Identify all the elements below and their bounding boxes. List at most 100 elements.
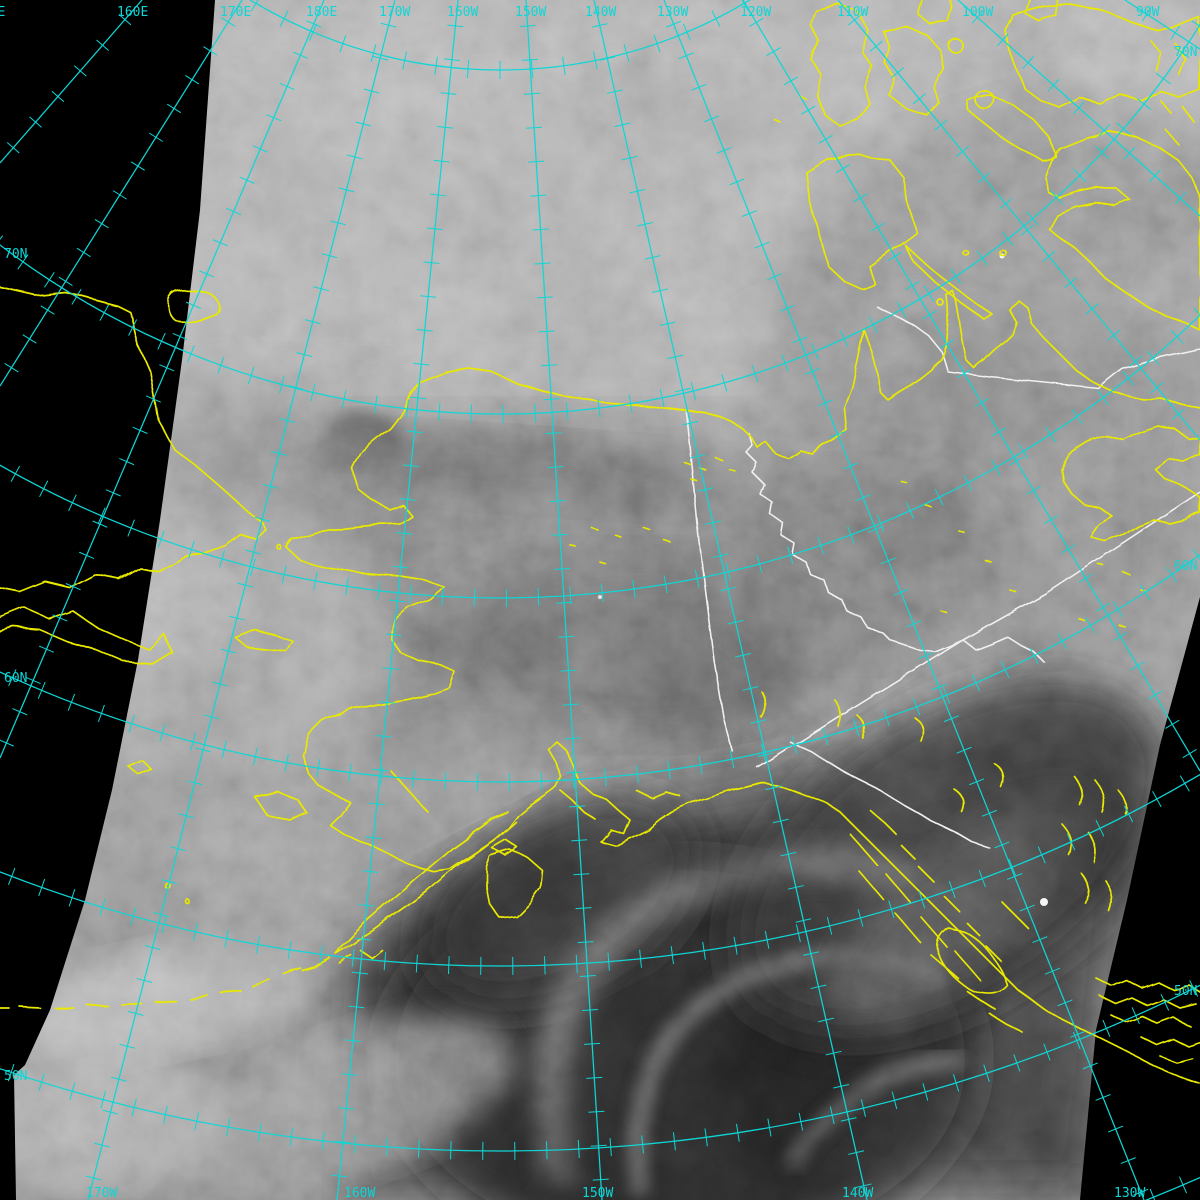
graticule-line bbox=[575, 907, 592, 910]
lon-label-top: 150E bbox=[0, 5, 5, 20]
graticule-line bbox=[220, 648, 237, 654]
graticule-line bbox=[73, 65, 87, 77]
graticule-line bbox=[358, 904, 375, 907]
graticule-line bbox=[296, 352, 313, 358]
graticule-line bbox=[974, 398, 989, 408]
graticule-line bbox=[192, 922, 198, 941]
graticule-line bbox=[783, 76, 799, 86]
graticule-line bbox=[666, 20, 682, 28]
graticule-line bbox=[254, 516, 271, 522]
graticule-line bbox=[534, 262, 551, 265]
graticule-line bbox=[614, 122, 631, 128]
graticule-line bbox=[172, 332, 188, 341]
graticule-line bbox=[848, 14, 862, 26]
graticule-line bbox=[674, 387, 691, 393]
graticule-line bbox=[145, 395, 161, 403]
graticule-line bbox=[132, 426, 148, 434]
island-banks-sliver bbox=[904, 244, 994, 321]
graticule-line bbox=[434, 56, 438, 75]
graticule-line bbox=[341, 390, 347, 409]
graticule-line bbox=[1073, 168, 1087, 183]
graticule-line bbox=[1043, 1043, 1051, 1061]
graticule-line bbox=[10, 465, 21, 482]
graticule-line bbox=[25, 676, 41, 685]
graticule-line bbox=[906, 502, 915, 520]
graticule-line bbox=[983, 1064, 990, 1082]
graticule-line bbox=[413, 362, 430, 366]
graticule-line bbox=[1139, 584, 1151, 601]
lakes-atlin-teslin bbox=[1062, 774, 1128, 913]
graticule-line bbox=[162, 1105, 168, 1124]
graticule-line bbox=[157, 332, 166, 350]
graticule-line bbox=[999, 198, 1013, 210]
graticule-line bbox=[1061, 544, 1076, 554]
graticule-line bbox=[1032, 936, 1048, 944]
graticule-line bbox=[635, 765, 639, 784]
graticule-line bbox=[757, 752, 774, 757]
graticule-line bbox=[279, 417, 296, 423]
lake-great-bear bbox=[1061, 425, 1200, 543]
graticule-line bbox=[572, 770, 575, 789]
graticule-line bbox=[1193, 308, 1200, 316]
lon-label-bottom: 170W bbox=[86, 1186, 117, 1200]
graticule-line bbox=[566, 771, 583, 774]
graticule-line bbox=[801, 105, 816, 115]
graticule-line bbox=[565, 402, 569, 421]
graticule-line bbox=[560, 669, 577, 672]
lon-label-bottom: 160W bbox=[344, 1186, 375, 1200]
graticule-line bbox=[1178, 1176, 1188, 1194]
island-stefansson bbox=[966, 94, 1057, 161]
graticule-line bbox=[287, 385, 304, 390]
graticule-line bbox=[1097, 390, 1109, 406]
graticule-line bbox=[37, 681, 46, 699]
graticule-line bbox=[653, 34, 661, 53]
graticule-line bbox=[279, 82, 295, 91]
graticule-line bbox=[891, 67, 905, 79]
graticule-line bbox=[667, 760, 671, 779]
lon-label-top: 170E bbox=[220, 5, 251, 20]
graticule-line bbox=[1026, 211, 1039, 226]
graticule-line bbox=[853, 193, 868, 203]
graticule-line bbox=[922, 310, 937, 320]
graticule-line bbox=[772, 818, 789, 824]
graticule-line bbox=[913, 698, 921, 716]
graticule-line bbox=[1095, 145, 1110, 160]
graticule-line bbox=[1095, 820, 1105, 837]
graticule-line bbox=[1120, 1157, 1136, 1165]
graticule-line bbox=[203, 714, 220, 720]
graticule-line bbox=[38, 1073, 45, 1091]
graticule-line bbox=[918, 652, 934, 659]
graticule-line bbox=[571, 839, 588, 842]
graticule-line bbox=[190, 732, 196, 751]
graticule-line bbox=[362, 870, 379, 873]
graticule-line bbox=[840, 1117, 857, 1122]
graticule-line bbox=[102, 1109, 119, 1115]
graticule-line bbox=[842, 462, 859, 470]
graticule-line bbox=[437, 126, 454, 129]
graticule-line bbox=[279, 10, 289, 27]
graticule-line bbox=[1133, 1188, 1149, 1196]
graticule-line bbox=[12, 708, 28, 716]
graticule-line bbox=[38, 645, 55, 653]
graticule-line bbox=[1057, 999, 1073, 1007]
graticule-line bbox=[558, 635, 575, 638]
graticule-line bbox=[888, 900, 895, 918]
graticule-line bbox=[562, 703, 579, 706]
graticule-parallel bbox=[0, 773, 1200, 967]
border-nwt-nunavut bbox=[876, 306, 1200, 389]
graticule-line bbox=[195, 747, 212, 753]
graticule-line bbox=[1098, 124, 1110, 137]
graticule-line bbox=[1050, 190, 1064, 205]
graticule-line bbox=[380, 22, 397, 28]
graticule-line bbox=[691, 83, 707, 91]
graticule-line bbox=[170, 846, 186, 852]
graticule-line bbox=[292, 51, 308, 59]
graticule-line bbox=[345, 577, 349, 596]
graticule-line bbox=[331, 1174, 348, 1178]
graticule-line bbox=[787, 546, 794, 565]
graticule-line bbox=[990, 459, 1001, 476]
graticule-line bbox=[348, 763, 352, 782]
graticule-line bbox=[194, 1112, 199, 1131]
